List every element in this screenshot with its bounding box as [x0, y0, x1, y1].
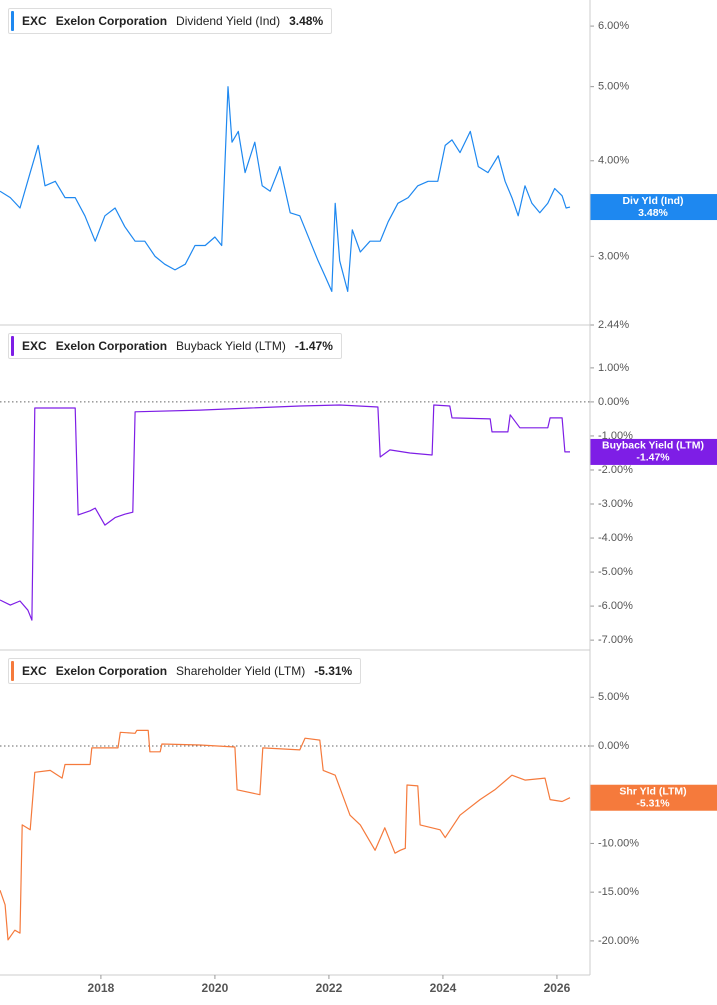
x-tick-label: 2022	[316, 981, 343, 995]
y-tick-label: -20.00%	[598, 935, 639, 947]
ticker: EXC	[22, 339, 47, 353]
badge-value: 3.48%	[638, 207, 668, 219]
y-tick-label: -6.00%	[598, 600, 633, 612]
y-tick-label: 1.00%	[598, 362, 629, 374]
series-header: EXC Exelon Corporation Shareholder Yield (…	[8, 658, 362, 684]
metric-value: -5.31%	[314, 664, 353, 678]
metric: Buyback Yield (LTM)	[176, 339, 286, 353]
series-line	[0, 86, 571, 292]
y-tick-label: 3.00%	[598, 250, 629, 262]
badge-value: -1.47%	[636, 452, 670, 464]
y-tick-label: -5.00%	[598, 566, 633, 578]
badge	[590, 194, 717, 221]
y-tick-label: 0.00%	[598, 740, 629, 752]
x-tick-label: 2020	[202, 981, 229, 995]
color-bar	[11, 661, 14, 681]
metric: Shareholder Yield (LTM)	[176, 664, 306, 678]
badge-value: -5.31%	[636, 798, 670, 810]
x-tick-label: 2026	[544, 981, 571, 995]
company: Exelon Corporation	[55, 14, 168, 28]
y-tick-label: 0.00%	[598, 396, 629, 408]
metric-value: -1.47%	[294, 339, 333, 353]
metric-value: 3.48%	[289, 14, 324, 28]
series-line	[0, 404, 570, 621]
y-tick-label: -2.00%	[598, 464, 633, 476]
badge	[590, 438, 717, 465]
badge-label: Buyback Yield (LTM)	[602, 440, 704, 452]
company: Exelon Corporation	[55, 664, 168, 678]
y-tick-label: -15.00%	[598, 886, 639, 898]
series-line	[0, 729, 571, 941]
y-tick-label: -10.00%	[598, 837, 639, 849]
y-tick-label: 4.00%	[598, 155, 629, 167]
y-tick-label: -7.00%	[598, 634, 633, 646]
y-tick-label: 6.00%	[598, 20, 629, 32]
x-tick-label: 2024	[430, 981, 457, 995]
x-tick-label: 2018	[88, 981, 115, 995]
ticker: EXC	[22, 664, 47, 678]
badge	[590, 784, 717, 811]
series-header: EXC Exelon Corporation Buyback Yield (LTM)…	[8, 333, 342, 359]
company: Exelon Corporation	[55, 339, 168, 353]
series-header: EXC Exelon Corporation Dividend Yield (Ind…	[8, 8, 333, 34]
metric: Dividend Yield (Ind)	[176, 14, 281, 28]
y-tick-label: -3.00%	[598, 498, 633, 510]
color-bar	[11, 11, 14, 31]
y-tick-label: 5.00%	[598, 691, 629, 703]
y-tick-label: 2.44%	[598, 319, 629, 331]
y-tick-label: -1.00%	[598, 430, 633, 442]
ticker: EXC	[22, 14, 47, 28]
color-bar	[11, 336, 14, 356]
badge-label: Div Yld (Ind)	[622, 195, 683, 207]
y-tick-label: -4.00%	[598, 532, 633, 544]
y-tick-label: 5.00%	[598, 81, 629, 93]
badge-label: Shr Yld (LTM)	[619, 786, 686, 798]
